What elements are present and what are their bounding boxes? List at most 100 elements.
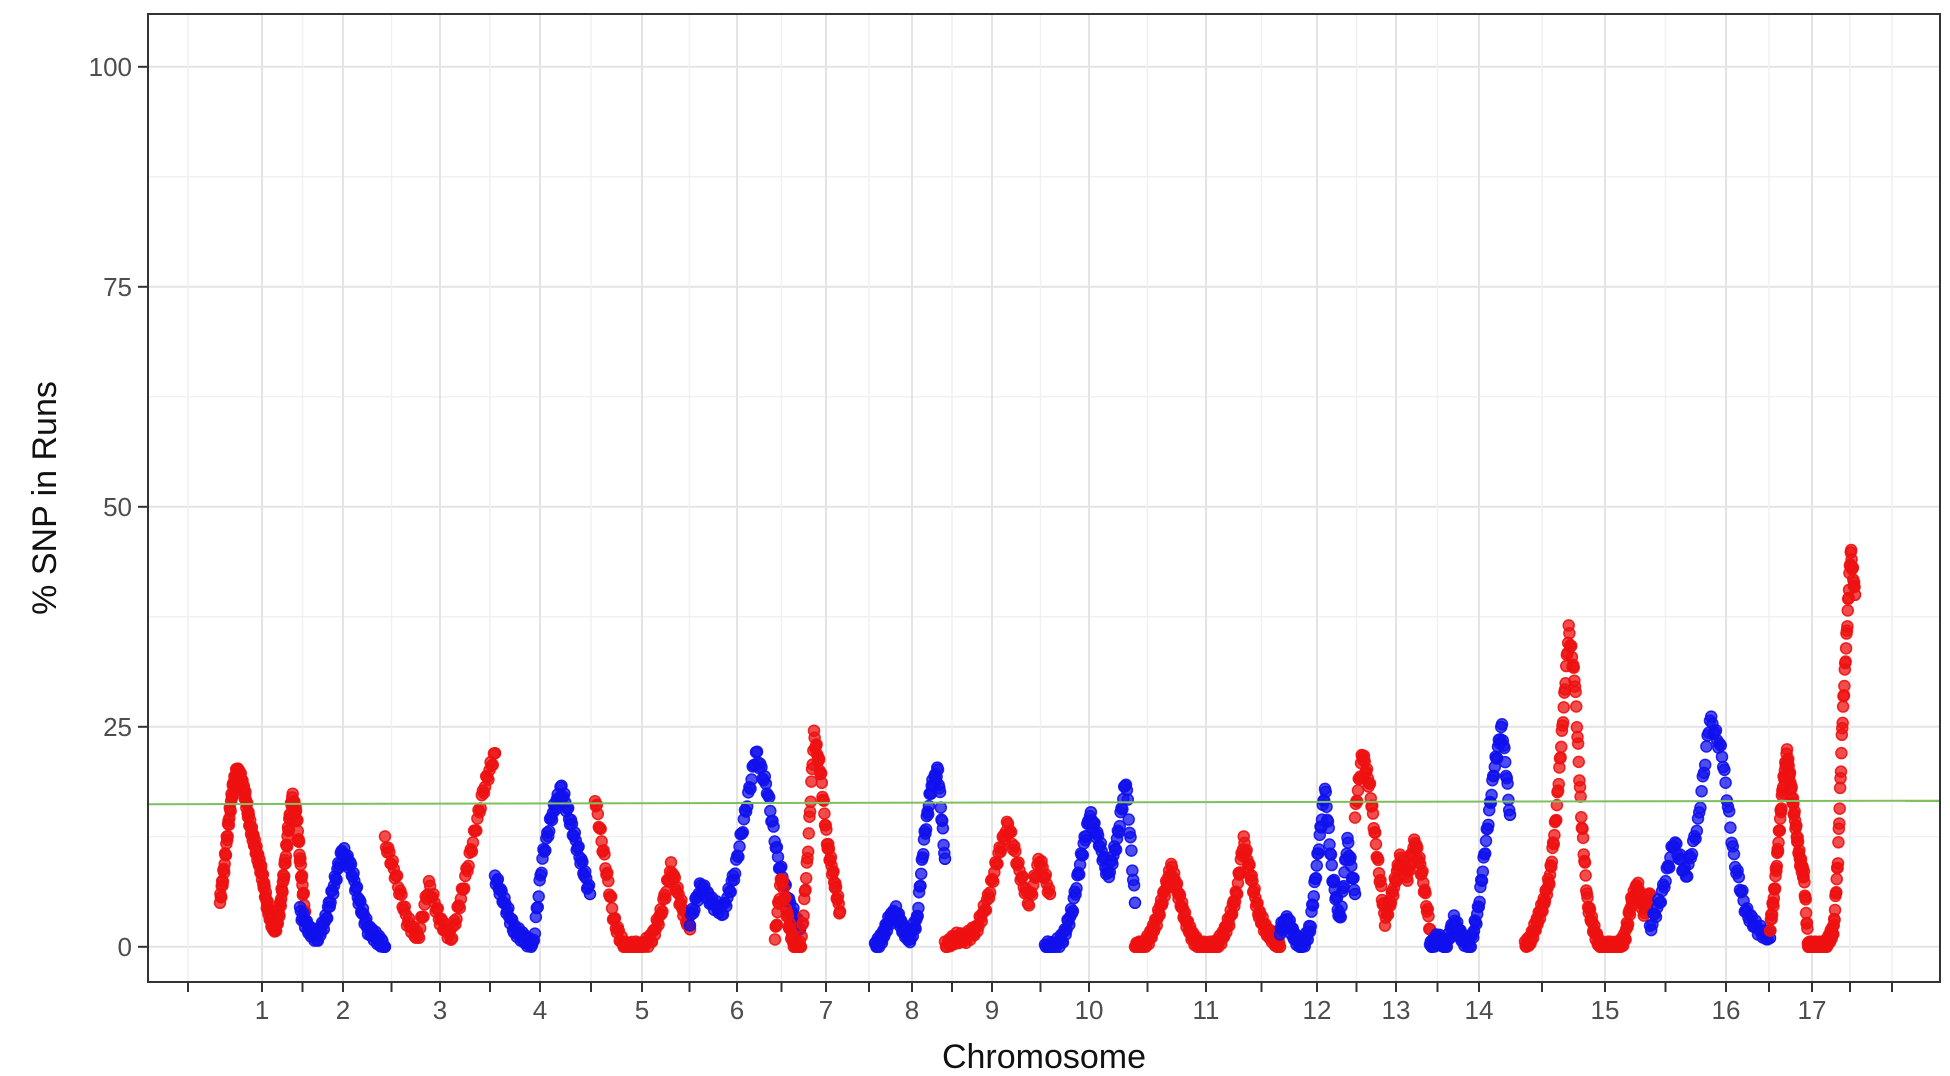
snp-point bbox=[1416, 864, 1429, 878]
snp-point bbox=[728, 867, 742, 880]
chromosome-14-points bbox=[1423, 717, 1517, 954]
snp-point bbox=[779, 891, 792, 904]
snp-point bbox=[528, 927, 542, 940]
chromosome-9-points bbox=[938, 815, 1057, 954]
snp-point bbox=[1680, 870, 1694, 883]
snp-point bbox=[1798, 875, 1811, 889]
chromosome-12-points bbox=[1273, 782, 1362, 954]
snp-point bbox=[1764, 924, 1777, 937]
snp-point bbox=[656, 905, 669, 918]
snp-point bbox=[799, 872, 813, 885]
snp-point bbox=[1310, 859, 1323, 872]
snp-point bbox=[1552, 777, 1565, 791]
snp-point bbox=[1833, 817, 1846, 830]
snp-point bbox=[1422, 909, 1435, 923]
y-tick-label: 75 bbox=[103, 272, 132, 302]
x-tick-label: 12 bbox=[1303, 995, 1332, 1025]
snp-point bbox=[820, 823, 833, 836]
y-tick-label: 0 bbox=[118, 932, 132, 962]
snp-point bbox=[1324, 848, 1338, 861]
snp-point bbox=[280, 840, 294, 853]
y-tick-label: 100 bbox=[89, 52, 132, 82]
snp-point bbox=[1304, 920, 1317, 933]
chromosome-2-points bbox=[293, 842, 392, 954]
snp-point bbox=[1654, 896, 1668, 909]
x-tick-label: 1 bbox=[255, 995, 269, 1025]
snp-point bbox=[1790, 819, 1803, 833]
x-tick-label: 5 bbox=[635, 995, 649, 1025]
snp-point bbox=[1501, 777, 1514, 790]
snp-point bbox=[917, 848, 930, 861]
snp-point bbox=[1070, 881, 1083, 895]
snp-point bbox=[1122, 813, 1135, 826]
snp-point bbox=[413, 921, 427, 935]
snp-point bbox=[1831, 857, 1845, 870]
snp-point bbox=[604, 890, 618, 903]
x-tick-label: 16 bbox=[1712, 995, 1741, 1025]
x-tick-label: 9 bbox=[985, 995, 999, 1025]
snp-point bbox=[1619, 933, 1632, 946]
snp-point bbox=[1066, 904, 1080, 918]
snp-point bbox=[770, 918, 784, 932]
snp-point bbox=[219, 848, 233, 862]
snp-point bbox=[1848, 588, 1862, 602]
snp-point bbox=[1325, 858, 1338, 872]
snp-point bbox=[1009, 845, 1022, 858]
snp-point bbox=[535, 866, 548, 880]
snp-point bbox=[1797, 865, 1811, 878]
snp-point bbox=[817, 794, 830, 807]
snp-point bbox=[1337, 879, 1350, 893]
snp-point bbox=[276, 885, 289, 899]
snp-point bbox=[1775, 802, 1788, 815]
snp-point bbox=[1342, 836, 1355, 849]
snp-point bbox=[1419, 886, 1432, 900]
snp-point bbox=[1363, 777, 1377, 790]
snp-point bbox=[1312, 843, 1326, 856]
snp-point bbox=[1799, 893, 1812, 906]
snp-point bbox=[931, 763, 945, 776]
snp-point bbox=[1839, 655, 1852, 668]
snp-point bbox=[810, 738, 823, 751]
chromosome-5-points bbox=[588, 794, 697, 954]
snp-point bbox=[1004, 825, 1018, 839]
snp-point bbox=[1833, 802, 1846, 815]
snp-point bbox=[294, 858, 307, 871]
snp-point bbox=[1550, 813, 1563, 827]
snp-point bbox=[1555, 740, 1568, 754]
snp-point bbox=[1320, 800, 1333, 814]
snp-point bbox=[1700, 740, 1713, 753]
snp-point bbox=[1846, 561, 1860, 575]
snp-point bbox=[221, 829, 234, 843]
snp-point bbox=[378, 940, 392, 954]
x-axis: 1 2 3 4 5 6 7 8 9 10 11 12 13 14 15 16 17 bbox=[187, 982, 1893, 1025]
x-tick-label: 10 bbox=[1075, 995, 1104, 1025]
snp-point bbox=[1128, 896, 1142, 910]
y-axis-title: % SNP in Runs bbox=[26, 381, 64, 615]
data-points bbox=[213, 543, 1862, 954]
threshold-line-group bbox=[147, 799, 1941, 806]
snp-point bbox=[1347, 871, 1360, 885]
snp-point bbox=[1579, 869, 1592, 882]
x-tick-label: 13 bbox=[1382, 995, 1411, 1025]
snp-point bbox=[1836, 700, 1850, 713]
snp-point bbox=[1482, 818, 1495, 832]
threshold-line bbox=[147, 799, 1941, 806]
snp-point bbox=[1659, 874, 1672, 888]
snp-point bbox=[1694, 801, 1707, 815]
snp-point bbox=[979, 903, 993, 917]
snp-point bbox=[938, 852, 952, 866]
snp-point bbox=[291, 813, 304, 827]
snp-point bbox=[292, 835, 306, 849]
snp-point bbox=[914, 879, 927, 893]
snp-point bbox=[983, 886, 997, 899]
snp-point bbox=[1243, 858, 1256, 872]
y-tick-label: 25 bbox=[103, 712, 132, 742]
snp-point bbox=[804, 795, 817, 808]
snp-point bbox=[1127, 879, 1141, 892]
chromosome-8-points bbox=[868, 761, 952, 954]
snp-point bbox=[1345, 859, 1358, 873]
snp-point bbox=[531, 900, 544, 914]
snp-point bbox=[1369, 837, 1383, 851]
